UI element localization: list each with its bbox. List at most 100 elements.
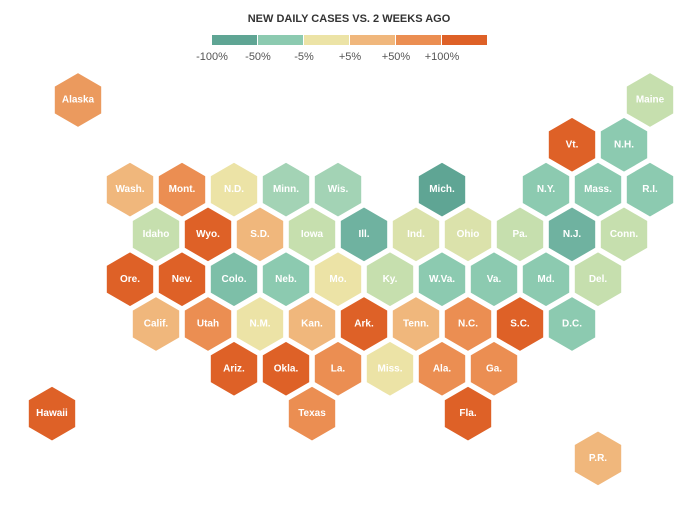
state-label: Pa. xyxy=(512,229,527,240)
state-label: Neb. xyxy=(275,274,297,285)
state-label: Maine xyxy=(636,95,665,106)
state-label: Ariz. xyxy=(223,363,245,374)
state-hex xyxy=(260,250,312,309)
state-hex xyxy=(416,339,468,398)
state-hex xyxy=(52,70,104,130)
state-hex xyxy=(208,160,260,219)
state-label: Colo. xyxy=(222,274,247,285)
state-hex xyxy=(286,205,338,264)
state-hex xyxy=(520,250,572,309)
state-hex xyxy=(312,339,364,398)
state-hex xyxy=(104,250,156,309)
legend-label: +50% xyxy=(382,51,411,63)
state-hex xyxy=(286,384,338,443)
state-label: Wash. xyxy=(115,184,144,195)
state-label: Hawaii xyxy=(36,408,68,419)
state-label: W.Va. xyxy=(429,274,455,285)
state-hex xyxy=(130,205,182,264)
state-hex xyxy=(130,294,182,354)
state-hex xyxy=(182,294,234,354)
legend-label: -50% xyxy=(245,51,271,63)
state-hex xyxy=(546,205,598,264)
state-label: Fla. xyxy=(459,408,476,419)
state-label: Mass. xyxy=(584,184,612,195)
state-label: N.D. xyxy=(224,184,244,195)
state-label: N.J. xyxy=(563,229,582,240)
state-hex xyxy=(364,339,416,398)
state-hex xyxy=(468,250,520,309)
state-label: Okla. xyxy=(274,363,299,374)
state-hex xyxy=(208,339,260,398)
state-label: Ga. xyxy=(486,363,502,374)
legend-label: +5% xyxy=(339,51,362,63)
state-label: Md. xyxy=(537,274,554,285)
state-label: Mich. xyxy=(429,184,455,195)
state-label: N.M. xyxy=(249,319,270,330)
legend-swatch xyxy=(442,35,487,45)
state-hex xyxy=(390,294,442,354)
state-label: Va. xyxy=(487,274,502,285)
state-label: P.R. xyxy=(589,453,607,464)
state-hex xyxy=(546,294,598,354)
state-label: Tenn. xyxy=(403,319,429,330)
state-hex xyxy=(234,205,286,264)
state-hex xyxy=(208,250,260,309)
state-label: Ohio xyxy=(457,229,480,240)
state-hex xyxy=(442,294,494,354)
state-label: S.C. xyxy=(510,319,530,330)
state-hex xyxy=(338,205,390,264)
state-hex xyxy=(416,250,468,309)
state-hex xyxy=(598,115,650,174)
state-label: Nev. xyxy=(172,274,193,285)
state-label: Alaska xyxy=(62,95,95,106)
state-label: Del. xyxy=(589,274,608,285)
state-hex xyxy=(572,250,624,309)
legend-swatch xyxy=(304,35,349,45)
legend-label: -5% xyxy=(294,51,314,63)
state-label: Ind. xyxy=(407,229,425,240)
legend-swatch xyxy=(258,35,303,45)
legend-label: +100% xyxy=(425,51,460,63)
state-hex xyxy=(260,339,312,398)
state-hex xyxy=(624,160,676,219)
legend-label: -100% xyxy=(196,51,228,63)
state-hex xyxy=(442,384,494,443)
state-label: Wis. xyxy=(328,184,349,195)
state-hex xyxy=(572,160,624,219)
legend-swatch xyxy=(396,35,441,45)
state-hex xyxy=(312,250,364,309)
state-label: Wyo. xyxy=(196,229,220,240)
state-hex xyxy=(156,250,208,309)
state-label: Conn. xyxy=(610,229,639,240)
state-label: S.D. xyxy=(250,229,270,240)
state-hex xyxy=(546,115,598,174)
state-label: Ark. xyxy=(354,319,374,330)
state-label: Mo. xyxy=(329,274,346,285)
state-label: Idaho xyxy=(143,229,170,240)
state-label: Calif. xyxy=(144,319,169,330)
state-hex xyxy=(234,294,286,354)
state-hex xyxy=(494,294,546,354)
state-label: D.C. xyxy=(562,319,582,330)
state-label: Miss. xyxy=(377,363,402,374)
state-label: Ill. xyxy=(358,229,369,240)
state-hex xyxy=(494,205,546,264)
state-label: Utah xyxy=(197,319,219,330)
state-hex xyxy=(416,160,468,219)
state-hex xyxy=(520,160,572,219)
state-label: Ky. xyxy=(383,274,398,285)
state-hex xyxy=(312,160,364,219)
title: NEW DAILY CASES VS. 2 WEEKS AGO xyxy=(248,13,451,25)
state-hex xyxy=(598,205,650,264)
state-hex xyxy=(468,339,520,398)
state-label: N.C. xyxy=(458,319,478,330)
state-label: Ore. xyxy=(120,274,140,285)
state-label: La. xyxy=(331,363,346,374)
state-hex xyxy=(26,384,78,443)
state-label: Iowa xyxy=(301,229,324,240)
state-label: Minn. xyxy=(273,184,299,195)
state-hex xyxy=(260,160,312,219)
state-hex xyxy=(364,250,416,309)
